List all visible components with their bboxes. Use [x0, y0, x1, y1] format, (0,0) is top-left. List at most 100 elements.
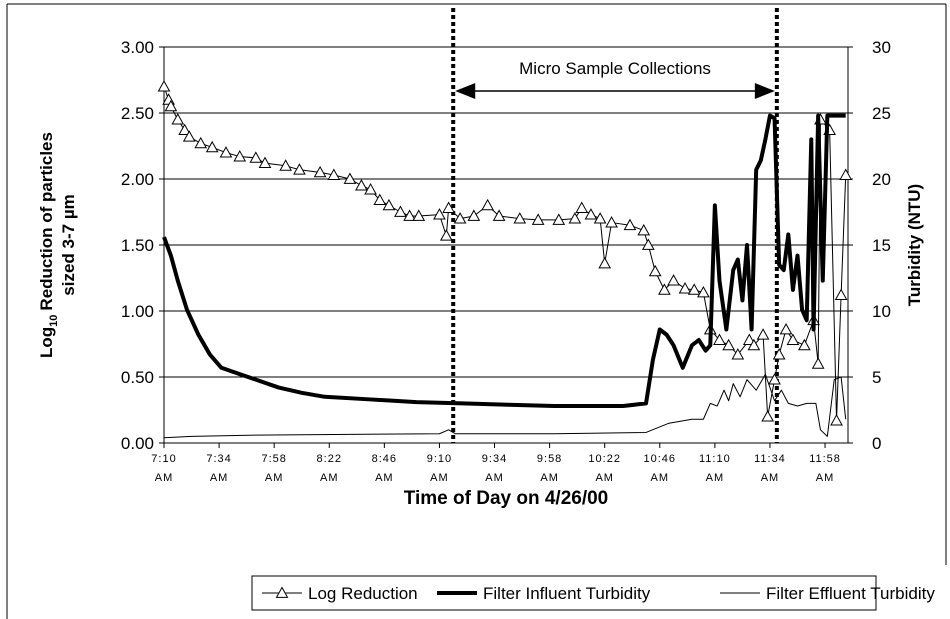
point — [219, 146, 233, 158]
x-tick-label: 10:22 AM — [588, 453, 621, 484]
point — [623, 218, 637, 231]
x-tick-label: 10:46 AM — [643, 453, 677, 484]
point — [772, 348, 786, 360]
point — [667, 274, 680, 286]
point — [648, 264, 662, 277]
point — [768, 373, 781, 385]
point — [756, 328, 770, 340]
series-line — [163, 86, 847, 422]
point — [742, 333, 756, 345]
point — [249, 151, 263, 163]
point — [722, 338, 735, 351]
point — [258, 156, 272, 169]
y2-tick-label: 5 — [872, 368, 881, 387]
point — [403, 209, 416, 221]
point — [605, 216, 618, 228]
legend-marker — [275, 586, 289, 598]
y-tick-label: 0.00 — [121, 434, 154, 453]
point — [834, 288, 848, 301]
point — [394, 205, 407, 217]
y2-tick-label: 20 — [872, 170, 891, 189]
y2-tick-label: 30 — [872, 38, 891, 57]
point — [364, 183, 377, 195]
point — [343, 172, 357, 184]
point — [697, 285, 710, 298]
y-title-part: Reduction of particles — [37, 132, 56, 311]
point — [798, 338, 811, 351]
x-tick-label: 9:10 AM — [426, 453, 453, 484]
point — [731, 348, 745, 360]
point — [568, 212, 582, 224]
y-axis-title: Log10 Reduction of particles sized 3-7 µm — [37, 132, 78, 358]
point — [830, 414, 843, 426]
y-tick-label: 2.50 — [121, 104, 154, 123]
y-axis-title-line: Log10 Reduction of particles — [37, 132, 60, 358]
point — [637, 223, 651, 236]
x-tick-label: 9:34 AM — [481, 453, 508, 484]
x-tick-label: 7:58 AM — [261, 453, 287, 484]
point — [598, 256, 612, 269]
point — [641, 238, 655, 250]
x-tick-label: 8:46 AM — [371, 453, 398, 484]
point — [779, 322, 793, 335]
point — [687, 283, 701, 295]
point — [552, 213, 566, 225]
y2-axis-title: Turbidity (NTU) — [905, 184, 924, 306]
point — [293, 163, 306, 175]
y-tick-label: 2.00 — [121, 170, 154, 189]
annotation: Micro Sample Collections — [519, 59, 711, 78]
series-line — [163, 373, 847, 439]
point — [233, 150, 247, 162]
point — [678, 282, 692, 294]
point — [442, 201, 455, 213]
point — [205, 140, 219, 153]
point — [786, 333, 800, 345]
x-tick-label: 11:10 AM — [699, 453, 731, 484]
point — [412, 209, 426, 221]
point — [531, 213, 545, 225]
y2-tick-label: 10 — [872, 302, 891, 321]
point — [467, 209, 481, 221]
annotation-bg — [465, 56, 766, 80]
y-axis-title-line: sized 3-7 µm — [59, 194, 78, 295]
y2-tick-label: 25 — [872, 104, 891, 123]
x-tick-label: 7:10 AM — [151, 453, 177, 484]
point — [453, 212, 467, 224]
arrow-head — [455, 83, 476, 99]
point — [747, 338, 761, 351]
point — [575, 201, 589, 213]
point — [811, 357, 825, 369]
point — [164, 99, 178, 112]
point — [355, 179, 368, 191]
point — [279, 159, 293, 171]
point — [373, 193, 387, 206]
point — [433, 208, 446, 220]
point — [481, 198, 494, 211]
point — [492, 209, 506, 221]
y2-tick-label: 0 — [872, 434, 881, 453]
y-tick-label: 1.50 — [121, 236, 154, 255]
point — [513, 212, 527, 224]
y2-tick-label: 15 — [872, 236, 891, 255]
x-tick-label: 11:58 AM — [809, 453, 841, 484]
legend-box — [251, 575, 877, 611]
y-tick-label: 0.50 — [121, 368, 154, 387]
point — [761, 410, 775, 422]
x-tick-label: 9:58 AM — [536, 453, 563, 484]
x-tick-label: 8:22 AM — [316, 453, 342, 484]
legend-label: Filter Influent Turbidity — [483, 584, 651, 603]
point — [713, 333, 726, 345]
legend-label: Log Reduction — [308, 584, 418, 603]
point — [182, 130, 196, 142]
point — [157, 80, 171, 92]
point — [584, 208, 598, 220]
point — [658, 283, 671, 295]
point — [194, 136, 208, 149]
y-title-part: Log — [37, 327, 56, 358]
point — [178, 123, 192, 136]
y-tick-label: 1.00 — [121, 302, 154, 321]
y-title-sub: 10 — [48, 315, 60, 327]
y-tick-label: 3.00 — [121, 38, 154, 57]
